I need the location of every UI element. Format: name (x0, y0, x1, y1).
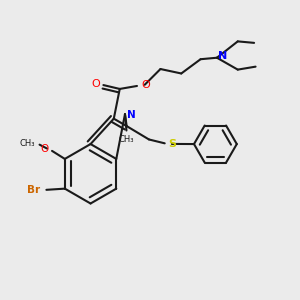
Text: O: O (141, 80, 150, 90)
Text: CH₃: CH₃ (119, 135, 134, 144)
Text: N: N (218, 51, 228, 61)
Text: CH₃: CH₃ (20, 139, 35, 148)
Text: N: N (128, 110, 136, 120)
Text: Br: Br (27, 185, 40, 195)
Text: O: O (40, 143, 49, 154)
Text: O: O (92, 79, 100, 88)
Text: S: S (168, 139, 176, 149)
